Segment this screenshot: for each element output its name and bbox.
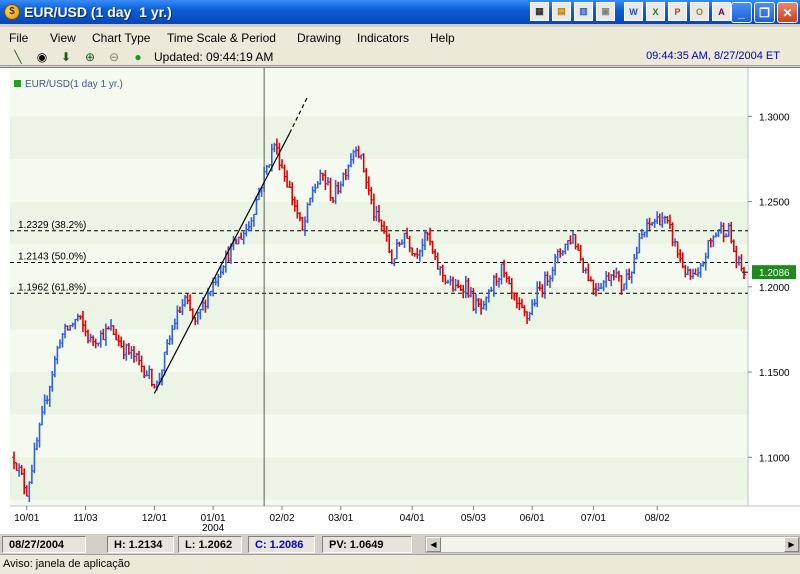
y-tick-label: 1.1000 [759,453,790,464]
last-price-badge [752,265,796,280]
excel-icon[interactable]: X [646,2,665,21]
updated-time: Updated: 09:44:19 AM [154,50,274,64]
y-tick-label: 1.3000 [759,112,790,123]
y-axis-panel [748,68,800,506]
horizontal-scrollbar[interactable]: ◀ ▶ [425,536,800,553]
menu-drawing[interactable]: Drawing [297,31,342,45]
zoom-out-icon[interactable]: ⊖ [108,49,120,64]
x-tick-label: 06/01 [520,513,545,524]
grid-band [10,457,748,500]
x-tick-label: 04/01 [400,513,425,524]
aviso-status: Aviso: janela de aplicação [0,554,800,574]
outlook-icon[interactable]: O [690,2,709,21]
y-tick-label: 1.2500 [759,198,790,209]
last-price-label: 1.2086 [759,268,790,279]
status-high: H: 1.2134 [107,536,174,553]
zoom-in-icon[interactable]: ⊕ [84,49,96,64]
menu-bar: File View Chart Type Time Scale & Period… [0,27,800,47]
menu-chart-type[interactable]: Chart Type [92,31,151,45]
status-close: C: 1.2086 [248,536,315,553]
shortcut-2-icon[interactable]: ▤ [552,2,571,21]
scroll-right-icon[interactable]: ▶ [784,537,799,552]
y-tick-label: 1.1500 [759,368,790,379]
shortcut-3-icon[interactable]: ▥ [574,2,593,21]
window-title: EUR/USD (1 day 1 yr.) [24,4,172,20]
y-tick-label: 1.2000 [759,283,790,294]
x-tick-year-label: 2004 [202,523,225,534]
minimize-button[interactable]: _ [731,2,752,23]
ohlc-bar [742,266,746,280]
x-tick-label: 08/02 [645,513,670,524]
x-tick-label: 07/01 [581,513,606,524]
draw-line-icon[interactable]: ╲ [14,49,22,64]
legend-label: EUR/USD(1 day 1 yr.) [25,79,123,90]
target-icon[interactable]: ◉ [36,49,48,64]
toolbar: ╲ ◉ ⬇ ⊕ ⊖ ● Updated: 09:44:19 AM 09:44:3… [0,47,800,66]
fib-level-label: 1.1962 (61.8%) [18,282,86,293]
grid-band [10,286,748,330]
legend-swatch [14,80,21,87]
access-icon[interactable]: A [712,2,731,21]
status-low: L: 1.2062 [178,536,242,553]
shortcut-4-icon[interactable]: ▣ [596,2,615,21]
fib-level-label: 1.2143 (50.0%) [18,251,86,262]
scroll-left-icon[interactable]: ◀ [426,537,441,552]
menu-indicators[interactable]: Indicators [357,31,410,45]
restore-button[interactable]: ❐ [754,2,775,23]
shortcut-1-icon[interactable]: ▦ [530,2,549,21]
powerpoint-icon[interactable]: P [668,2,687,21]
menu-file[interactable]: File [9,31,29,45]
x-tick-label: 11/03 [73,513,98,524]
x-tick-label: 05/03 [461,513,486,524]
window-controls: _ ❐ ✕ [731,2,798,23]
app-icon[interactable]: $ [4,4,20,20]
arrow-down-icon[interactable]: ⬇ [60,49,72,64]
grid-band [10,372,748,415]
menu-time-scale[interactable]: Time Scale & Period [167,31,276,45]
fib-level-label: 1.2329 (38.2%) [18,220,86,231]
status-row: 08/27/2004 H: 1.2134 L: 1.2062 C: 1.2086… [0,534,800,554]
close-button[interactable]: ✕ [777,2,798,23]
status-date: 08/27/2004 [2,536,86,553]
live-status-icon[interactable]: ● [134,49,142,64]
grid-band [10,116,748,160]
x-tick-label: 02/02 [269,513,294,524]
x-tick-label: 01/01 [201,513,226,524]
chart-area[interactable]: 1.2329 (38.2%) 1.2143 (50.0%) 1.1962 (61.8… [0,67,800,534]
price-chart[interactable]: 1.2329 (38.2%) 1.2143 (50.0%) 1.1962 (61.8… [0,68,800,535]
taskbar-shortcuts: ▦ ▤ ▥ ▣ W X P O A [530,2,731,22]
clock-readout: 09:44:35 AM, 8/27/2004 ET [646,50,780,62]
word-icon[interactable]: W [624,2,643,21]
x-tick-label: 03/01 [328,513,353,524]
trendline [153,132,291,394]
title-bar: $ EUR/USD (1 day 1 yr.) ▦ ▤ ▥ ▣ W X P O … [0,0,800,24]
menu-view[interactable]: View [50,31,76,45]
x-tick-label: 10/01 [14,513,39,524]
menu-help[interactable]: Help [430,31,455,45]
status-pv: PV: 1.0649 [322,536,412,553]
x-tick-label: 12/01 [142,513,167,524]
